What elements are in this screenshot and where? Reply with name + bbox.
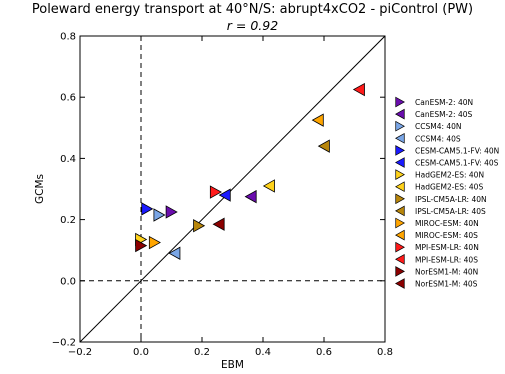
legend-marker bbox=[395, 229, 405, 241]
data-point-cesm-cam5-1-fv-40n bbox=[141, 202, 154, 216]
legend-label: MPI-ESM-LR: 40N bbox=[415, 243, 479, 252]
legend-marker bbox=[395, 253, 405, 265]
data-point-noresm1-m-40s bbox=[212, 217, 225, 231]
data-point-noresm1-m-40n bbox=[135, 238, 148, 253]
chart-subtitle: r = 0.92 bbox=[226, 18, 279, 33]
legend-label: HadGEM2-ES: 40S bbox=[415, 183, 483, 192]
y-tick-label: 0.6 bbox=[60, 93, 76, 104]
y-tick-label: 0.2 bbox=[60, 215, 76, 226]
legend-marker bbox=[395, 205, 405, 217]
legend-marker bbox=[395, 193, 405, 205]
data-point-miroc-esm-40n bbox=[148, 235, 161, 250]
legend-label: CCSM4: 40S bbox=[415, 134, 461, 143]
x-tick-label: 0.6 bbox=[316, 347, 332, 358]
legend-label: CESM-CAM5.1-FV: 40S bbox=[415, 159, 499, 168]
legend-label: IPSL-CM5A-LR: 40S bbox=[415, 207, 486, 216]
legend-marker bbox=[395, 132, 405, 144]
legend-marker bbox=[395, 169, 405, 180]
x-tick-label: 0.2 bbox=[194, 347, 210, 358]
legend-label: NorESM1-M: 40S bbox=[415, 280, 478, 289]
data-point-cesm-cam5-1-fv-40s bbox=[218, 188, 231, 202]
legend-label: MPI-ESM-LR: 40S bbox=[415, 255, 478, 264]
y-tick-label: 0.0 bbox=[60, 276, 76, 287]
data-point-miroc-esm-40s bbox=[311, 113, 324, 127]
x-tick-label: 0.0 bbox=[133, 347, 149, 358]
legend-marker bbox=[395, 278, 405, 289]
axes-frame bbox=[79, 35, 386, 343]
legend-marker bbox=[395, 157, 405, 168]
legend-marker bbox=[395, 108, 405, 120]
x-tick-label: 0.8 bbox=[377, 347, 393, 358]
legend-label: CanESM-2: 40S bbox=[415, 110, 472, 119]
data-point-canesm-2-40s bbox=[244, 189, 257, 204]
one-to-one-line bbox=[80, 36, 385, 342]
legend-label: CCSM4: 40N bbox=[415, 122, 462, 131]
data-point-mpi-esm-lr-40n bbox=[209, 185, 222, 199]
legend-label: CanESM-2: 40N bbox=[415, 98, 473, 107]
legend-marker bbox=[395, 96, 405, 108]
data-point-ccsm4-40n bbox=[153, 208, 166, 222]
legend-marker bbox=[395, 241, 405, 253]
legend-label: CESM-CAM5.1-FV: 40N bbox=[415, 146, 499, 155]
data-point-canesm-2-40n bbox=[165, 205, 178, 219]
legend-marker bbox=[395, 181, 405, 193]
legend-label: MIROC-ESM: 40S bbox=[415, 231, 478, 240]
x-tick-label: 0.4 bbox=[255, 347, 271, 358]
legend-label: MIROC-ESM: 40N bbox=[415, 219, 479, 228]
legend-label: IPSL-CM5A-LR: 40N bbox=[415, 195, 487, 204]
y-tick-label: −0.2 bbox=[52, 338, 76, 349]
data-point-mpi-esm-lr-40s bbox=[352, 82, 365, 97]
chart-title: Poleward energy transport at 40°N/S: abr… bbox=[31, 2, 474, 17]
data-point-hadgem2-es-40s bbox=[262, 179, 275, 193]
legend-marker bbox=[395, 266, 405, 277]
x-tick-label: −0.2 bbox=[68, 347, 92, 358]
legend-marker bbox=[395, 120, 405, 132]
data-point-ipsl-cm5a-lr-40s bbox=[317, 139, 330, 153]
x-axis-label: EBM bbox=[221, 359, 244, 371]
legend-marker bbox=[395, 217, 405, 229]
y-axis-label: GCMs bbox=[34, 174, 46, 204]
legend-label: NorESM1-M: 40N bbox=[415, 267, 478, 276]
legend-marker bbox=[395, 145, 405, 156]
y-tick-label: 0.4 bbox=[60, 154, 76, 165]
data-point-ipsl-cm5a-lr-40n bbox=[193, 219, 206, 233]
data-point-ccsm4-40s bbox=[168, 246, 181, 260]
y-tick-label: 0.8 bbox=[60, 32, 76, 43]
legend-label: HadGEM2-ES: 40N bbox=[415, 171, 484, 180]
